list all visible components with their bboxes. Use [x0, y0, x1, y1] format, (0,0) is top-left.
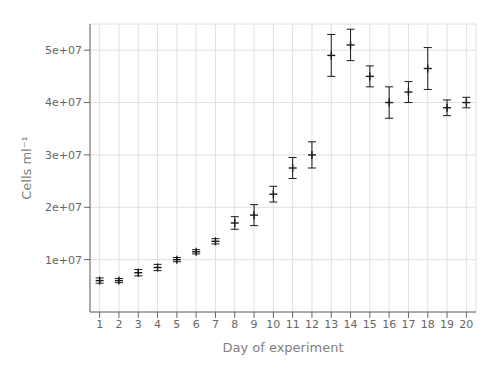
svg-text:6: 6	[193, 318, 200, 331]
svg-text:1: 1	[96, 318, 103, 331]
svg-text:16: 16	[382, 318, 396, 331]
svg-text:12: 12	[305, 318, 319, 331]
svg-text:5e+07: 5e+07	[45, 44, 82, 57]
svg-text:13: 13	[324, 318, 338, 331]
svg-text:3: 3	[135, 318, 142, 331]
svg-text:5: 5	[173, 318, 180, 331]
svg-text:18: 18	[421, 318, 435, 331]
svg-text:4e+07: 4e+07	[45, 96, 82, 109]
svg-text:3e+07: 3e+07	[45, 149, 82, 162]
svg-text:19: 19	[440, 318, 454, 331]
svg-text:2: 2	[115, 318, 122, 331]
svg-text:7: 7	[212, 318, 219, 331]
svg-text:8: 8	[231, 318, 238, 331]
svg-text:4: 4	[154, 318, 161, 331]
svg-text:Cells ml⁻¹: Cells ml⁻¹	[19, 136, 34, 200]
svg-text:9: 9	[251, 318, 258, 331]
svg-text:10: 10	[266, 318, 280, 331]
svg-text:20: 20	[459, 318, 473, 331]
svg-text:17: 17	[401, 318, 415, 331]
svg-text:1e+07: 1e+07	[45, 254, 82, 267]
svg-text:Day of experiment: Day of experiment	[222, 340, 343, 355]
svg-text:2e+07: 2e+07	[45, 201, 82, 214]
svg-text:14: 14	[344, 318, 358, 331]
svg-text:11: 11	[286, 318, 300, 331]
svg-text:15: 15	[363, 318, 377, 331]
